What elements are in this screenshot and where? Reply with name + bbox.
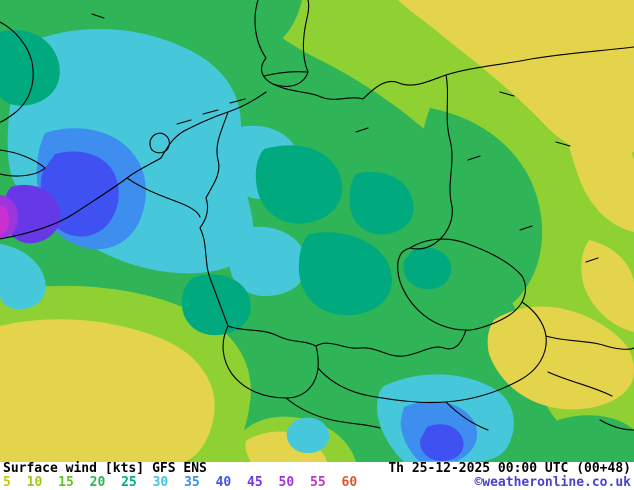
- map-title: Surface wind [kts] GFS ENS: [3, 462, 215, 476]
- legend-value-10: 10: [26, 475, 43, 490]
- border-croatia: [599, 419, 634, 431]
- legend-value-40: 40: [215, 475, 232, 490]
- wind-region-cyan: [286, 417, 330, 454]
- border-germany-poland: [409, 74, 453, 250]
- legend-value-60: 60: [341, 475, 358, 490]
- map-tick-marks: [91, 13, 599, 263]
- border-belgium: [126, 177, 201, 218]
- border-austria-germany: [315, 329, 467, 357]
- wind-speed-legend: 5 10 15 20 25 30 35 40 45 50 55 60: [3, 476, 357, 490]
- wind-region-green: [224, 0, 302, 54]
- legend-row: 5 10 15 20 25 30 35 40 45 50 55 60 ©weat…: [0, 476, 634, 490]
- legend-value-35: 35: [184, 475, 200, 490]
- wind-region-teal: [403, 247, 452, 290]
- wind-region-teal: [0, 30, 60, 106]
- legend-value-55: 55: [310, 475, 326, 490]
- coastline-jutland: [254, 0, 310, 87]
- weather-map: [0, 0, 634, 462]
- legend-value-15: 15: [58, 475, 74, 490]
- wind-region-yellow: [581, 240, 634, 332]
- model-label: GFS ENS: [152, 461, 207, 476]
- border-slovakia: [545, 335, 634, 350]
- wind-region-cyan: [228, 226, 307, 296]
- legend-value-25: 25: [121, 475, 137, 490]
- wind-region-magenta: [0, 205, 9, 235]
- wind-region-yellow: [558, 68, 634, 232]
- coastlines-and-borders: [0, 0, 634, 431]
- wind-region-teal: [182, 274, 251, 336]
- wind-region-blue: [419, 424, 464, 461]
- frisian-islands: [176, 98, 246, 125]
- coastline-baltic: [272, 46, 634, 100]
- border-denmark-germany: [263, 71, 308, 77]
- legend-value-30: 30: [152, 475, 169, 490]
- wind-region-cyan: [0, 244, 46, 310]
- border-germany-france: [199, 227, 229, 327]
- wind-region-yellow: [487, 306, 634, 410]
- border-netherlands-germany: [199, 111, 229, 229]
- border-slovenia: [445, 401, 489, 431]
- wind-speed-regions: [0, 0, 634, 462]
- wind-region-teal: [255, 145, 343, 224]
- wind-region-violet: [2, 184, 61, 244]
- legend-value-5: 5: [3, 475, 11, 490]
- status-bar: Surface wind [kts] GFS ENS Th 25-12-2025 0…: [0, 462, 634, 490]
- border-austria-south: [317, 301, 547, 404]
- coastline-england: [0, 21, 34, 123]
- legend-value-20: 20: [89, 475, 106, 490]
- border-italy-north: [285, 397, 381, 429]
- valid-time: Th 25-12-2025 00:00 UTC (00+48): [388, 461, 631, 476]
- legend-value-50: 50: [278, 475, 295, 490]
- wind-region-teal: [349, 171, 414, 235]
- unit-label: [kts]: [104, 461, 145, 476]
- copyright-link[interactable]: ©weatheronline.co.uk: [474, 475, 631, 490]
- wind-region-yellow: [0, 319, 215, 462]
- border-czech-republic: [397, 238, 526, 331]
- coastline-england-south: [0, 149, 46, 177]
- product-label: Surface wind: [3, 461, 97, 476]
- border-hungary: [547, 371, 613, 397]
- title-row: Surface wind [kts] GFS ENS Th 25-12-2025 0…: [0, 462, 634, 476]
- legend-value-45: 45: [247, 475, 263, 490]
- wind-region-green: [552, 415, 634, 462]
- ijsselmeer-outline: [149, 132, 170, 154]
- wind-region-teal: [298, 232, 392, 316]
